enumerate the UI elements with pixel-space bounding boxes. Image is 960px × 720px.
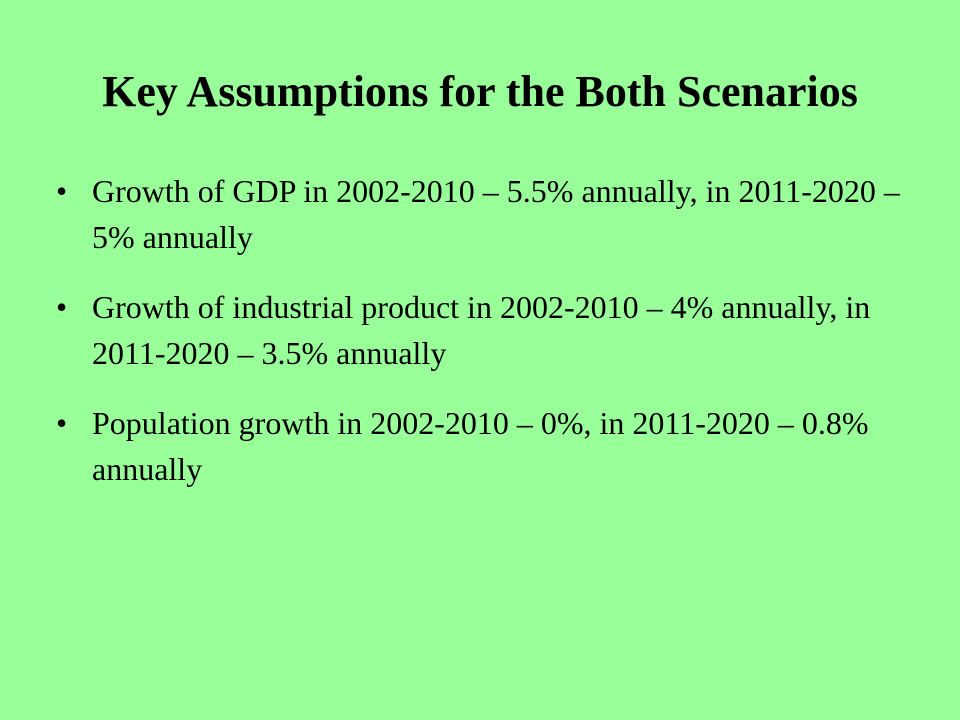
bullet-icon: • (56, 173, 68, 209)
bullet-icon: • (56, 289, 68, 325)
bullet-item-gdp: • Growth of GDP in 2002-2010 – 5.5% annu… (56, 168, 916, 260)
bullet-item-industrial: • Growth of industrial product in 2002-2… (56, 284, 916, 376)
bullet-text: Growth of industrial product in 2002-201… (92, 289, 871, 371)
bullet-text: Growth of GDP in 2002-2010 – 5.5% annual… (92, 173, 900, 255)
bullet-item-population: • Population growth in 2002-2010 – 0%, i… (56, 400, 916, 492)
slide-title: Key Assumptions for the Both Scenarios (102, 67, 858, 116)
bullet-icon: • (56, 405, 68, 441)
bullet-text: Population growth in 2002-2010 – 0%, in … (92, 405, 869, 487)
bullet-list: • Growth of GDP in 2002-2010 – 5.5% annu… (56, 168, 916, 516)
